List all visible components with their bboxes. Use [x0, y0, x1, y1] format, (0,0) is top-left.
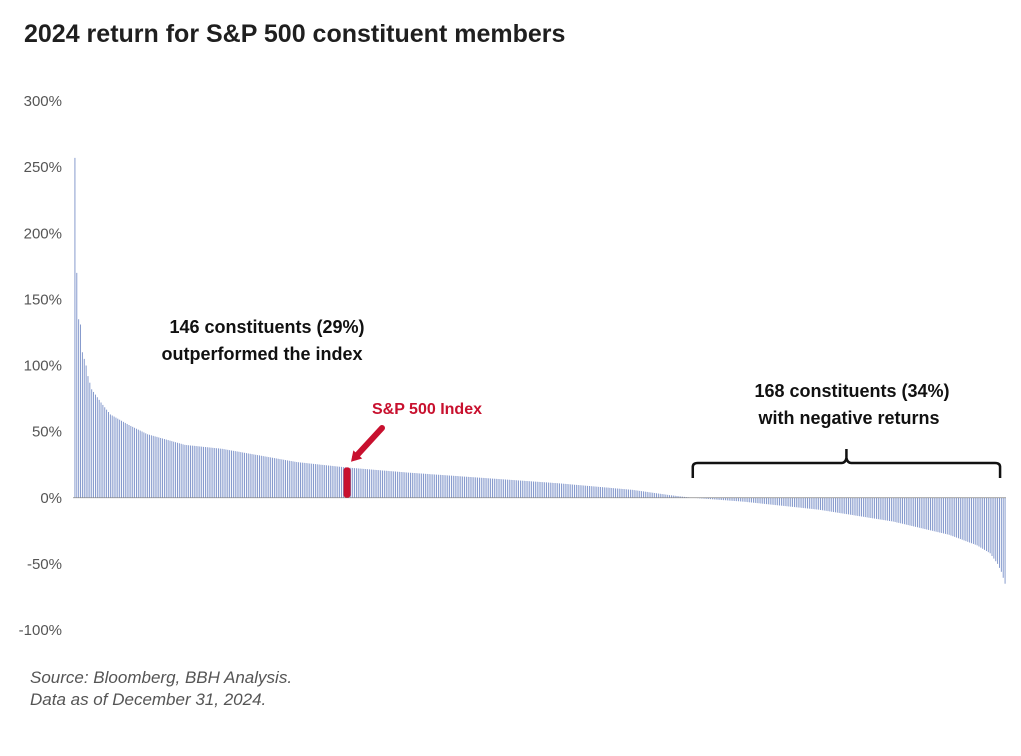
y-tick-label: 50% — [32, 424, 62, 441]
y-tick-label: -50% — [27, 556, 62, 573]
data-date-line: Data as of December 31, 2024. — [30, 690, 267, 709]
y-tick-label: -100% — [19, 622, 62, 639]
index-pointer-arrow — [352, 425, 385, 461]
y-tick-label: 300% — [24, 93, 62, 110]
negative-annotation-line1: 168 constituents (34%) — [754, 381, 949, 401]
negative-returns-brace — [691, 449, 1002, 478]
outperform-annotation-line2: outperformed the index — [161, 344, 362, 364]
source-note: Source: Bloomberg, BBH Analysis. Data as… — [30, 667, 292, 711]
source-line: Source: Bloomberg, BBH Analysis. — [30, 668, 293, 687]
y-tick-label: 200% — [24, 225, 62, 242]
y-tick-label: 100% — [24, 358, 62, 375]
sp500-index-bar — [343, 467, 351, 498]
index-label: S&P 500 Index — [372, 401, 482, 418]
y-axis-ticks: 300% 250% 200% 150% 100% 50% 0% -50% -100% — [19, 93, 62, 639]
y-tick-label: 250% — [24, 159, 62, 176]
outperform-annotation-line1: 146 constituents (29%) — [169, 317, 364, 337]
y-tick-label: 150% — [24, 291, 62, 308]
bar-series — [74, 157, 1006, 584]
index-marker-group — [343, 425, 385, 498]
y-tick-label: 0% — [40, 490, 62, 507]
index-pointer-arrowhead — [351, 450, 363, 462]
negative-annotation-line2: with negative returns — [757, 408, 939, 428]
chart-title: 2024 return for S&P 500 constituent memb… — [24, 20, 566, 48]
